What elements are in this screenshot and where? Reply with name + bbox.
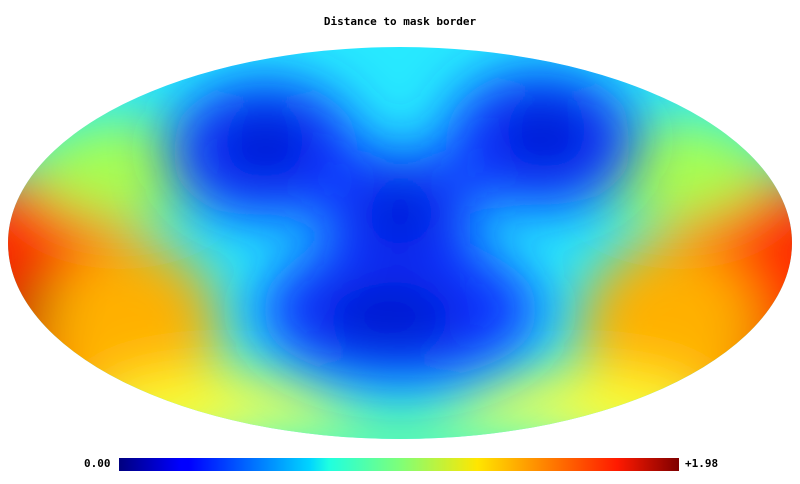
colorbar-gradient bbox=[119, 458, 679, 471]
colorbar-min-label: 0.00 bbox=[84, 457, 111, 470]
cool-regions bbox=[170, 70, 635, 380]
map-title: Distance to mask border bbox=[323, 15, 477, 28]
map-surface bbox=[8, 47, 792, 439]
colorbar-max-label: +1.98 bbox=[685, 457, 719, 470]
colorbar bbox=[119, 458, 679, 471]
